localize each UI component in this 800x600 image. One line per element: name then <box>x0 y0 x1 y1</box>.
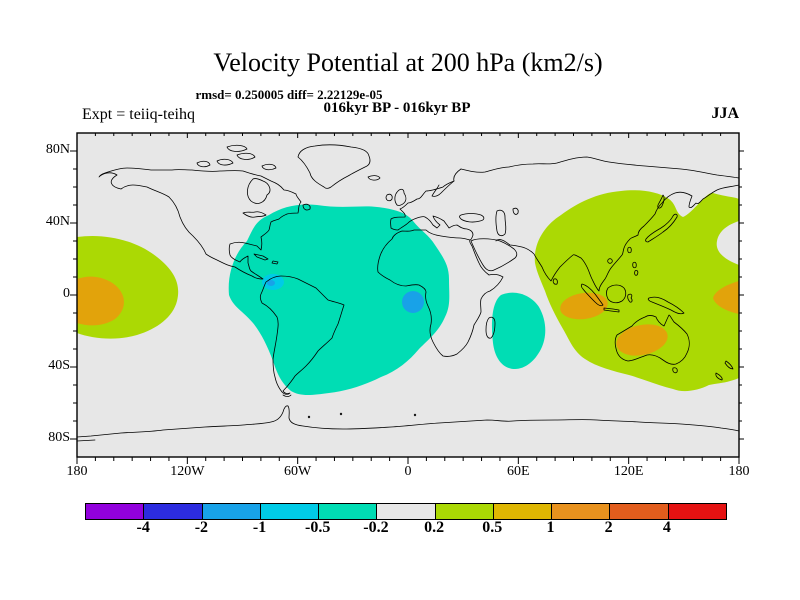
contour-region-indianocean-teal <box>491 292 546 369</box>
contour-core-westpacific-orange <box>77 276 124 326</box>
colorbar-segment <box>376 504 435 519</box>
lat-tick-label: 80S <box>48 430 70 445</box>
world-map <box>70 132 744 464</box>
run-comparison-label: 016kyr BP - 016kyr BP <box>323 100 471 116</box>
colorbar-segment <box>609 504 668 519</box>
colorbar-label: 0.5 <box>482 519 503 536</box>
colorbar-label: -0.2 <box>363 519 389 536</box>
colorbar-segment <box>434 504 493 519</box>
stats-annotation: rmsd= 0.250005 diff= 2.22129e-05 <box>195 87 383 102</box>
contour-core-indianocean-orange <box>560 292 608 320</box>
lon-tick-label: 60W <box>284 464 312 479</box>
colorbar-segment <box>318 504 377 519</box>
contour-spot-guinea-lightblue <box>402 291 424 313</box>
colorbar-label: 4 <box>662 519 671 536</box>
colorbar-label: 2 <box>604 519 613 536</box>
contour-core-dateline-orange <box>713 281 739 314</box>
lat-tick-label: 0 <box>63 286 70 301</box>
contour-fills <box>77 190 739 395</box>
colorbar-label: -4 <box>136 519 150 536</box>
lat-tick-label: 40N <box>45 214 70 229</box>
colorbar-segment <box>201 504 260 519</box>
colorbar-label: -0.5 <box>305 519 331 536</box>
lon-tick-label: 180 <box>66 464 88 479</box>
coastlines <box>76 144 740 442</box>
colorbar-label: 0.2 <box>424 519 445 536</box>
colorbar-label: 1 <box>546 519 555 536</box>
lon-tick-label: 60E <box>507 464 530 479</box>
lat-tick-label: 80N <box>45 142 70 157</box>
contour-region-asiapacific-green <box>534 190 739 392</box>
colorbar-segment <box>667 504 726 519</box>
contour-core-australia-orange <box>616 324 668 356</box>
contour-spot-panama-core <box>267 280 275 286</box>
lon-tick-label: 120W <box>170 464 205 479</box>
colorbar-label: -1 <box>252 519 267 536</box>
colorbar-segment <box>492 504 552 519</box>
season-label: JJA <box>711 105 739 122</box>
lon-tick-label: 0 <box>404 464 412 479</box>
map-axis-ticks <box>70 133 744 464</box>
plot-title: Velocity Potential at 200 hPa (km2/s) <box>213 48 603 77</box>
experiment-label: Expt = teiiq-teihq <box>82 106 195 123</box>
colorbar <box>85 503 727 520</box>
contour-region-atlantic-teal <box>228 204 450 395</box>
lat-tick-label: 40S <box>48 358 70 373</box>
colorbar-segment <box>143 504 202 519</box>
colorbar-label: -2 <box>194 519 209 536</box>
colorbar-segment <box>551 504 610 519</box>
colorbar-segment <box>259 504 319 519</box>
lon-tick-label: 120E <box>613 464 644 479</box>
colorbar-segment <box>86 504 144 519</box>
lon-tick-label: 180 <box>728 464 750 479</box>
